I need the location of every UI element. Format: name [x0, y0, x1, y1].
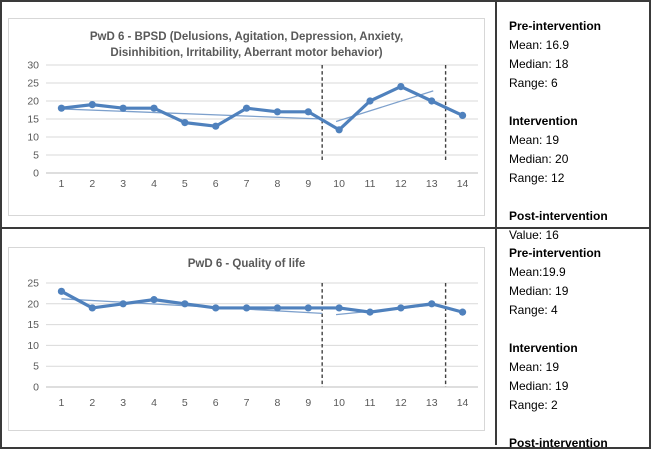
- stats-group-header: Pre-intervention: [509, 246, 602, 260]
- bpsd-stats-panel: Pre-intervention Mean: 16.9 Median: 18 R…: [497, 2, 649, 242]
- svg-text:4: 4: [151, 397, 157, 409]
- bpsd-intervention-stats: Intervention Mean: 19 Median: 20 Range: …: [509, 112, 643, 188]
- bpsd-row: PwD 6 - BPSD (Delusions, Agitation, Depr…: [2, 2, 649, 242]
- svg-text:4: 4: [151, 178, 157, 190]
- bpsd-pre-intervention-stats: Pre-intervention Mean: 16.9 Median: 18 R…: [509, 17, 643, 93]
- svg-text:1: 1: [58, 397, 64, 409]
- svg-text:11: 11: [364, 397, 375, 409]
- bpsd-chart: PwD 6 - BPSD (Delusions, Agitation, Depr…: [8, 18, 485, 216]
- svg-text:9: 9: [305, 397, 311, 409]
- svg-text:6: 6: [212, 178, 218, 190]
- svg-text:1: 1: [58, 178, 64, 190]
- svg-text:5: 5: [33, 150, 39, 162]
- svg-text:9: 9: [305, 178, 311, 190]
- svg-text:2: 2: [89, 178, 95, 190]
- svg-text:3: 3: [120, 178, 126, 190]
- svg-text:15: 15: [27, 114, 39, 126]
- stats-group-header: Post-intervention: [509, 209, 608, 223]
- qol-chart-title: PwD 6 - Quality of life: [9, 248, 484, 272]
- svg-text:6: 6: [212, 397, 218, 409]
- svg-text:10: 10: [27, 132, 39, 144]
- svg-text:14: 14: [456, 397, 468, 409]
- qol-stats-panel: Pre-intervention Mean:19.9 Median: 19 Ra…: [497, 229, 649, 447]
- stat-range: Range: 6: [509, 76, 558, 90]
- svg-text:8: 8: [274, 397, 280, 409]
- svg-text:8: 8: [274, 178, 280, 190]
- qol-chart-cell: PwD 6 - Quality of life 0 5 10 15 20 25 1 2 3 4 5 6…: [2, 229, 497, 445]
- qol-chart: PwD 6 - Quality of life 0 5 10 15 20 25 1 2 3 4 5 6…: [8, 247, 485, 431]
- bpsd-chart-title-line2: Disinhibition, Irritability, Aberrant mo…: [110, 47, 383, 59]
- stats-group-header: Intervention: [509, 341, 578, 355]
- svg-text:12: 12: [395, 397, 407, 409]
- qol-post-intervention-stats: Post-intervention Value: 18: [509, 434, 643, 449]
- stat-median: Median: 20: [509, 152, 569, 166]
- qol-row: PwD 6 - Quality of life 0 5 10 15 20 25 1 2 3 4 5 6…: [2, 229, 649, 447]
- svg-text:25: 25: [27, 278, 39, 290]
- svg-text:10: 10: [333, 397, 345, 409]
- stat-mean: Mean:19.9: [509, 265, 566, 279]
- stat-median: Median: 18: [509, 57, 569, 71]
- stat-range: Range: 4: [509, 303, 558, 317]
- svg-text:7: 7: [243, 178, 249, 190]
- svg-text:10: 10: [27, 340, 39, 352]
- svg-text:20: 20: [27, 96, 39, 108]
- svg-text:12: 12: [395, 178, 407, 190]
- svg-text:0: 0: [33, 168, 39, 180]
- stat-mean: Mean: 19: [509, 133, 560, 147]
- svg-text:5: 5: [33, 361, 39, 373]
- bpsd-post-intervention-stats: Post-intervention Value: 16: [509, 207, 643, 245]
- bpsd-chart-title-line1: PwD 6 - BPSD (Delusions, Agitation, Depr…: [89, 31, 404, 43]
- svg-text:7: 7: [243, 397, 249, 409]
- svg-text:20: 20: [27, 298, 39, 310]
- stat-mean: Mean: 16.9: [509, 38, 570, 52]
- stat-mean: Mean: 19: [509, 360, 560, 374]
- svg-text:5: 5: [181, 397, 187, 409]
- svg-text:14: 14: [456, 178, 468, 190]
- stat-range: Range: 12: [509, 171, 565, 185]
- stat-value: Value: 16: [509, 228, 559, 242]
- stat-median: Median: 19: [509, 284, 569, 298]
- svg-text:0: 0: [33, 382, 39, 394]
- svg-text:15: 15: [27, 319, 39, 331]
- svg-text:25: 25: [27, 78, 39, 90]
- svg-text:3: 3: [120, 397, 126, 409]
- svg-text:5: 5: [181, 178, 187, 190]
- svg-text:2: 2: [89, 397, 95, 409]
- stats-group-header: Intervention: [509, 114, 578, 128]
- svg-text:10: 10: [333, 178, 345, 190]
- qol-intervention-stats: Intervention Mean: 19 Median: 19 Range: …: [509, 339, 643, 415]
- bpsd-chart-cell: PwD 6 - BPSD (Delusions, Agitation, Depr…: [2, 2, 497, 227]
- qol-pre-intervention-stats: Pre-intervention Mean:19.9 Median: 19 Ra…: [509, 244, 643, 320]
- svg-text:13: 13: [425, 178, 437, 190]
- svg-text:11: 11: [364, 178, 375, 190]
- bpsd-chart-title: PwD 6 - BPSD (Delusions, Agitation, Depr…: [9, 19, 484, 61]
- svg-text:30: 30: [27, 61, 39, 72]
- qol-chart-title-line1: PwD 6 - Quality of life: [187, 258, 306, 270]
- stat-median: Median: 19: [509, 379, 569, 393]
- stats-group-header: Pre-intervention: [509, 19, 602, 33]
- stat-range: Range: 2: [509, 398, 558, 412]
- stats-group-header: Post-intervention: [509, 436, 608, 449]
- svg-text:13: 13: [425, 397, 437, 409]
